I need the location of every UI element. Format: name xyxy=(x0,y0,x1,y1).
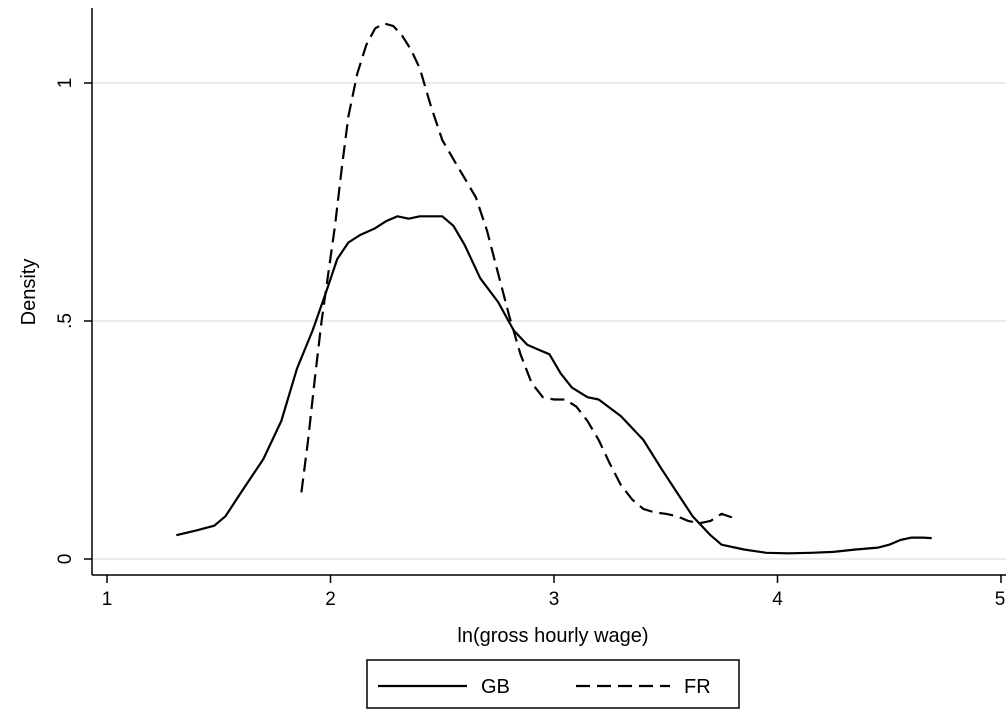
y-tick-label-1: .5 xyxy=(55,313,76,329)
legend: GB FR xyxy=(366,659,740,709)
x-tick-label-0: 1 xyxy=(102,589,113,610)
legend-box xyxy=(366,659,740,709)
series-lines xyxy=(176,22,932,555)
x-tick-label-3: 4 xyxy=(772,589,783,610)
y-tick-label-2: 1 xyxy=(55,78,76,89)
axes xyxy=(84,8,1006,583)
series-line-fr xyxy=(300,22,736,525)
y-tick-label-0: 0 xyxy=(55,554,76,565)
x-tick-label-4: 5 xyxy=(995,589,1006,610)
grid-lines xyxy=(92,82,1006,560)
legend-label-gb: GB xyxy=(481,676,510,698)
x-axis-title: ln(gross hourly wage) xyxy=(457,625,648,647)
legend-label-fr: FR xyxy=(684,676,711,698)
y-axis-title: Density xyxy=(18,259,40,326)
x-tick-label-1: 2 xyxy=(325,589,336,610)
axis-labels: 1 2 3 4 5 0 .5 1 xyxy=(55,78,1005,610)
x-tick-label-2: 3 xyxy=(549,589,560,610)
series-line-gb xyxy=(176,215,932,555)
